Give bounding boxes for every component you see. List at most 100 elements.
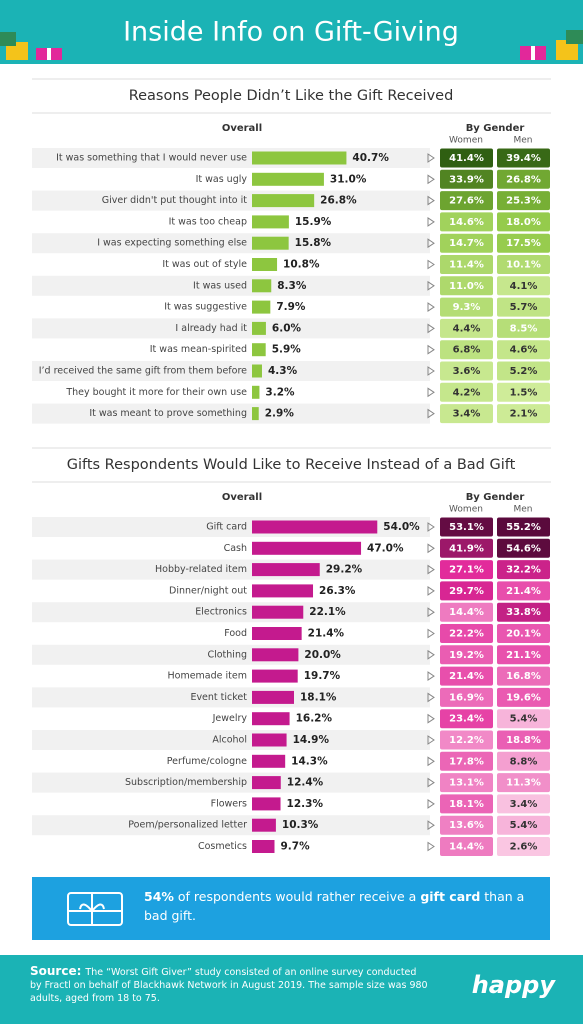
category-label: Subscription/membership	[125, 777, 247, 788]
category-label: Poem/personalized letter	[128, 820, 247, 831]
row-stripe	[32, 361, 430, 381]
row-marker	[427, 302, 435, 313]
legend-label: Men	[513, 136, 532, 146]
bar	[252, 194, 315, 208]
cell-label: 33.9%	[449, 174, 484, 185]
row-marker	[427, 543, 435, 554]
row-marker	[427, 564, 435, 575]
cell-label: 21.1%	[506, 650, 541, 661]
category-label: It was suggestive	[164, 302, 247, 313]
cell-label: 6.8%	[453, 345, 481, 356]
row-marker	[427, 820, 435, 831]
heat-cell	[497, 837, 550, 856]
heat-cell	[497, 361, 550, 381]
row-stripe	[32, 318, 430, 339]
cell-label: 25.3%	[506, 196, 541, 207]
heat-cell	[440, 148, 493, 168]
heat-cell	[497, 340, 550, 360]
value-label: 10.8%	[283, 259, 320, 271]
row-marker	[427, 238, 435, 249]
row-marker	[427, 344, 435, 355]
row-marker	[427, 798, 435, 809]
cell-label: 21.4%	[506, 586, 541, 597]
row-marker	[427, 735, 435, 745]
row-marker	[427, 671, 435, 682]
heat-cell	[497, 602, 550, 622]
cell-label: 22.2%	[449, 629, 484, 640]
cell-label: 54.6%	[506, 543, 541, 554]
row-stripe	[32, 403, 430, 424]
heat-cell	[440, 773, 493, 793]
heat-cell	[497, 581, 550, 601]
cell-label: 3.6%	[453, 366, 481, 377]
heat-cell	[440, 538, 493, 558]
cell-label: 41.9%	[449, 543, 484, 554]
category-label: It was mean-spirited	[150, 344, 247, 355]
heat-cell	[497, 687, 550, 707]
row-marker	[427, 259, 435, 270]
row-marker	[427, 607, 435, 618]
value-label: 14.9%	[293, 734, 330, 746]
cell-label: 11.0%	[449, 281, 484, 292]
heat-cell	[497, 773, 550, 793]
heat-cell	[497, 709, 550, 729]
row-marker	[427, 174, 435, 185]
cell-label: 29.7%	[449, 586, 484, 597]
cell-label: 4.1%	[510, 281, 538, 292]
cell-label: 1.5%	[510, 387, 538, 398]
cell-label: 8.5%	[510, 323, 538, 334]
value-label: 5.9%	[272, 344, 302, 356]
heat-cell	[440, 560, 493, 580]
value-label: 7.9%	[276, 301, 306, 313]
heat-cell	[497, 517, 550, 537]
value-label: 19.7%	[304, 670, 341, 682]
bar	[252, 520, 378, 534]
row-marker	[427, 195, 435, 206]
cell-label: 16.9%	[449, 692, 484, 703]
bar	[252, 300, 271, 314]
heat-cell	[497, 815, 550, 835]
value-label: 15.9%	[295, 216, 332, 228]
bar	[252, 407, 259, 421]
heat-cell	[497, 730, 550, 750]
row-marker	[427, 387, 435, 398]
heat-cell	[440, 581, 493, 601]
bar	[252, 541, 362, 555]
category-label: I was expecting something else	[97, 238, 247, 249]
column-header: By Gender	[466, 492, 525, 503]
cell-label: 10.1%	[506, 260, 541, 271]
heat-cell	[440, 233, 493, 253]
legend-label: Men	[513, 505, 532, 515]
cell-label: 12.2%	[449, 735, 484, 746]
row-marker	[427, 522, 435, 532]
cell-label: 3.4%	[453, 409, 481, 420]
callout-body: of respondents would rather receive a	[173, 889, 421, 904]
callout: 54% of respondents would rather receive …	[32, 877, 550, 940]
heat-cell	[440, 404, 493, 424]
cell-label: 18.0%	[506, 217, 541, 228]
value-label: 54.0%	[383, 521, 420, 533]
row-marker	[427, 153, 435, 163]
row-marker	[427, 713, 435, 724]
cell-label: 18.1%	[449, 799, 484, 810]
category-label: Cosmetics	[198, 841, 247, 852]
cell-label: 9.3%	[453, 302, 481, 313]
cell-label: 16.8%	[506, 671, 541, 682]
heat-cell	[440, 730, 493, 750]
heat-cell	[440, 666, 493, 686]
row-marker	[427, 841, 435, 852]
legend-label: Women	[449, 505, 483, 515]
heat-cell	[440, 517, 493, 537]
value-label: 40.7%	[352, 152, 389, 164]
heat-cell	[497, 751, 550, 771]
heat-cell	[440, 687, 493, 707]
value-label: 16.2%	[296, 713, 333, 725]
bar	[252, 840, 275, 853]
cell-label: 18.8%	[506, 735, 541, 746]
row-marker	[427, 408, 435, 419]
bar	[252, 258, 278, 271]
row-stripe	[32, 644, 430, 665]
heat-cell	[440, 751, 493, 771]
row-stripe	[32, 730, 430, 750]
